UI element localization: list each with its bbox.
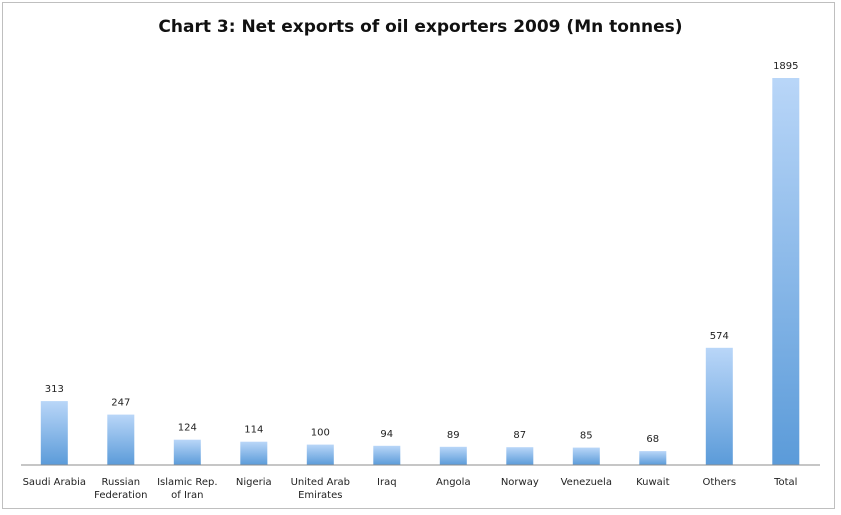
category-label-line: Islamic Rep.	[157, 477, 217, 488]
value-label-3: 114	[244, 425, 263, 436]
category-label-line: Norway	[501, 477, 539, 488]
value-label-6: 89	[447, 430, 460, 441]
category-label-line: Kuwait	[636, 477, 669, 488]
category-label-2: Islamic Rep. of Iran	[157, 477, 217, 501]
category-label-3: Nigeria	[236, 477, 272, 488]
value-label-11: 1895	[773, 61, 798, 72]
value-label-2: 124	[178, 423, 197, 434]
bars-group	[40, 78, 800, 465]
category-label-line: Iraq	[377, 477, 397, 488]
category-label-6: Angola	[436, 477, 471, 488]
chart-title: Chart 3: Net exports of oil exporters 20…	[158, 17, 683, 37]
category-label-line: Others	[702, 477, 736, 488]
category-label-11: Total	[773, 477, 797, 488]
category-label-5: Iraq	[377, 477, 397, 488]
category-label-line: Nigeria	[236, 477, 272, 488]
bar-2	[173, 439, 201, 465]
bar-5	[373, 445, 401, 465]
value-label-1: 247	[111, 398, 130, 409]
category-label-line: of Iran	[171, 490, 203, 501]
bar-9	[639, 451, 667, 465]
bar-7	[506, 447, 534, 465]
category-label-8: Venezuela	[561, 477, 612, 488]
bar-10	[705, 347, 733, 465]
bar-0	[40, 401, 68, 465]
bar-3	[240, 441, 268, 465]
value-label-7: 87	[513, 430, 526, 441]
value-label-4: 100	[311, 428, 330, 439]
bar-8	[572, 447, 600, 465]
value-label-5: 94	[380, 429, 393, 440]
bar-11	[772, 78, 800, 465]
value-label-10: 574	[710, 331, 729, 342]
category-label-line: Venezuela	[561, 477, 612, 488]
category-label-line: Russian	[102, 477, 141, 488]
labels-group: 313 Saudi Arabia 247 Russian Federation 124 Is…	[23, 61, 799, 501]
category-label-line: Total	[773, 477, 797, 488]
value-label-0: 313	[45, 384, 64, 395]
category-label-10: Others	[702, 477, 736, 488]
category-label-line: Saudi Arabia	[23, 477, 86, 488]
category-label-line: United Arab	[291, 477, 350, 488]
chart-frame	[2, 2, 835, 509]
value-label-9: 68	[646, 434, 659, 445]
category-label-line: Federation	[94, 490, 147, 501]
value-label-8: 85	[580, 431, 593, 442]
bar-6	[439, 446, 467, 465]
category-label-0: Saudi Arabia	[23, 477, 86, 488]
category-label-7: Norway	[501, 477, 539, 488]
category-label-4: United Arab Emirates	[291, 477, 350, 501]
category-label-line: Angola	[436, 477, 471, 488]
category-label-1: Russian Federation	[94, 477, 147, 501]
category-label-9: Kuwait	[636, 477, 669, 488]
bar-4	[306, 444, 334, 465]
bar-1	[107, 414, 135, 465]
category-label-line: Emirates	[298, 490, 342, 501]
